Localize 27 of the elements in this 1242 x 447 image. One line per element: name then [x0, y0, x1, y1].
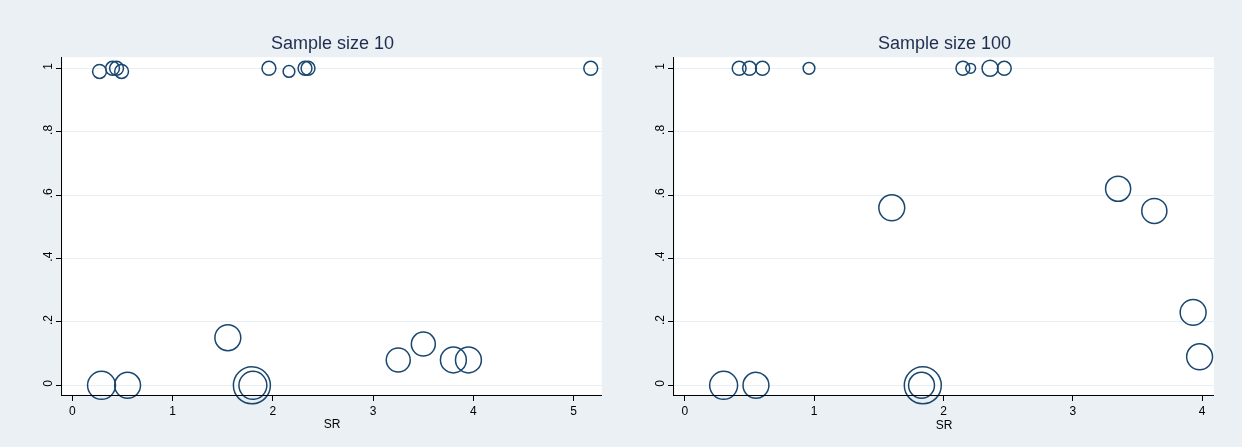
x-tick-label: 0 — [69, 404, 77, 419]
y-tick-label: .6 — [652, 187, 667, 199]
x-axis-title: SR — [935, 418, 953, 433]
chart-title: Sample size 100 — [878, 33, 1012, 53]
y-tick-label: 1 — [652, 62, 667, 70]
x-tick-label: 4 — [1198, 404, 1206, 419]
y-tick-label: .8 — [40, 124, 55, 135]
y-tick-label: 1 — [40, 62, 55, 70]
x-axis-title: SR — [323, 417, 341, 432]
y-tick-label: 0 — [652, 379, 667, 387]
x-tick-label: 0 — [681, 404, 689, 419]
y-tick-label: .2 — [652, 314, 667, 326]
x-tick-label: 1 — [169, 404, 177, 419]
x-tick-label: 1 — [810, 404, 818, 419]
y-tick-label: .6 — [40, 187, 55, 199]
x-tick-label: 5 — [570, 404, 578, 419]
y-tick-label: .4 — [652, 251, 667, 262]
x-tick-label: 3 — [369, 404, 377, 419]
y-tick-label: .4 — [40, 251, 55, 262]
y-tick-label: 0 — [40, 379, 55, 387]
x-tick-label: 2 — [940, 404, 948, 419]
x-tick-label: 3 — [1069, 404, 1077, 419]
y-tick-label: .2 — [40, 314, 55, 326]
x-tick-label: 4 — [470, 404, 478, 419]
chart-title: Sample size 10 — [271, 33, 395, 53]
y-tick-label: .8 — [652, 124, 667, 135]
x-tick-label: 2 — [269, 404, 277, 419]
